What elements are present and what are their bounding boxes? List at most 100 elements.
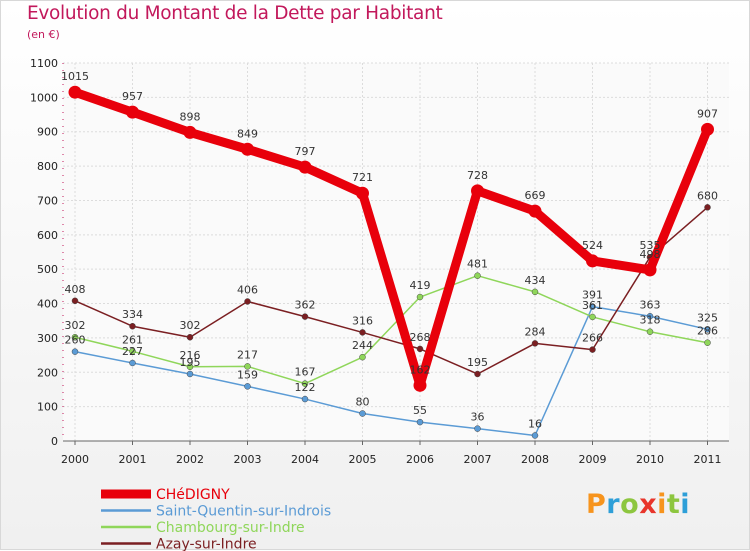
data-label: 302 xyxy=(180,319,201,332)
y-tick-label: 500 xyxy=(37,263,58,276)
brand-letter: P xyxy=(586,489,606,520)
data-label: 284 xyxy=(525,325,546,338)
data-label: 669 xyxy=(525,189,546,202)
data-point xyxy=(532,340,538,346)
y-tick-label: 1100 xyxy=(30,57,58,70)
data-point xyxy=(302,396,308,402)
data-point xyxy=(529,205,542,218)
data-label: 797 xyxy=(295,145,316,158)
data-point xyxy=(471,184,484,197)
data-point xyxy=(356,187,369,200)
y-tick-label: 800 xyxy=(37,160,58,173)
data-point xyxy=(72,349,78,355)
y-tick-label: 1000 xyxy=(30,91,58,104)
data-point xyxy=(130,323,136,329)
data-label: 325 xyxy=(697,311,718,324)
data-point xyxy=(184,126,197,139)
x-tick-label: 2010 xyxy=(636,453,664,466)
data-label: 244 xyxy=(352,339,373,352)
data-point xyxy=(187,371,193,377)
data-point xyxy=(532,289,538,295)
data-label: 680 xyxy=(697,189,718,202)
data-point xyxy=(360,329,366,335)
data-label: 318 xyxy=(640,314,661,327)
data-label: 362 xyxy=(295,299,316,312)
data-label: 16 xyxy=(528,418,542,431)
data-point xyxy=(417,294,423,300)
data-point xyxy=(360,411,366,417)
data-label: 419 xyxy=(410,279,431,292)
data-point xyxy=(241,143,254,156)
brand-letter: t xyxy=(667,489,680,520)
data-label: 302 xyxy=(65,319,86,332)
data-point xyxy=(245,383,251,389)
x-tick-label: 2007 xyxy=(464,453,492,466)
data-label: 334 xyxy=(122,308,143,321)
data-point xyxy=(647,329,653,335)
data-point xyxy=(69,86,82,99)
y-tick-label: 600 xyxy=(37,229,58,242)
brand-letter: r xyxy=(606,489,620,520)
x-tick-label: 2004 xyxy=(291,453,319,466)
y-tick-label: 400 xyxy=(37,298,58,311)
brand-letter: x xyxy=(639,489,657,520)
data-point xyxy=(701,123,714,136)
data-point xyxy=(126,106,139,119)
y-tick-label: 700 xyxy=(37,194,58,207)
x-tick-label: 2001 xyxy=(119,453,147,466)
data-label: 216 xyxy=(180,349,201,362)
legend-entry: Saint-Quentin-sur-Indrois xyxy=(156,504,331,520)
data-point xyxy=(302,314,308,320)
data-label: 728 xyxy=(467,169,488,182)
data-point xyxy=(299,161,312,174)
data-point xyxy=(644,263,657,276)
legend-entry: CHéDIGNY xyxy=(156,487,230,503)
data-point xyxy=(532,433,538,439)
x-tick-label: 2002 xyxy=(176,453,204,466)
data-label: 535 xyxy=(640,239,661,252)
data-label: 80 xyxy=(356,396,370,409)
data-label: 406 xyxy=(237,283,258,296)
data-point xyxy=(187,334,193,340)
data-point xyxy=(590,314,596,320)
data-point xyxy=(705,340,711,346)
x-tick-label: 2005 xyxy=(349,453,377,466)
data-label: 217 xyxy=(237,348,258,361)
data-point xyxy=(590,347,596,353)
data-label: 261 xyxy=(122,333,143,346)
data-label: 36 xyxy=(471,411,485,424)
data-point xyxy=(130,360,136,366)
y-tick-label: 0 xyxy=(51,435,58,448)
data-label: 363 xyxy=(640,298,661,311)
brand-letter: o xyxy=(620,489,639,520)
data-label: 898 xyxy=(180,110,201,123)
data-point xyxy=(475,371,481,377)
y-tick-label: 300 xyxy=(37,332,58,345)
data-label: 849 xyxy=(237,127,258,140)
data-label: 481 xyxy=(467,258,488,271)
x-tick-label: 2011 xyxy=(694,453,722,466)
brand-letter: i xyxy=(657,489,667,520)
data-label: 260 xyxy=(65,334,86,347)
data-label: 524 xyxy=(582,239,603,252)
data-label: 721 xyxy=(352,171,373,184)
data-label: 408 xyxy=(65,283,86,296)
data-label: 159 xyxy=(237,368,258,381)
data-point xyxy=(475,273,481,279)
data-label: 957 xyxy=(122,90,143,103)
x-tick-label: 2008 xyxy=(521,453,549,466)
data-label: 268 xyxy=(410,331,431,344)
data-point xyxy=(360,354,366,360)
y-tick-label: 900 xyxy=(37,126,58,139)
data-point xyxy=(245,298,251,304)
x-tick-label: 2003 xyxy=(234,453,262,466)
legend-entry: Chambourg-sur-Indre xyxy=(156,520,305,536)
data-label: 286 xyxy=(697,325,718,338)
data-point xyxy=(705,204,711,210)
data-label: 195 xyxy=(467,356,488,369)
data-point xyxy=(417,346,423,352)
data-label: 227 xyxy=(122,345,143,358)
data-point xyxy=(475,426,481,432)
